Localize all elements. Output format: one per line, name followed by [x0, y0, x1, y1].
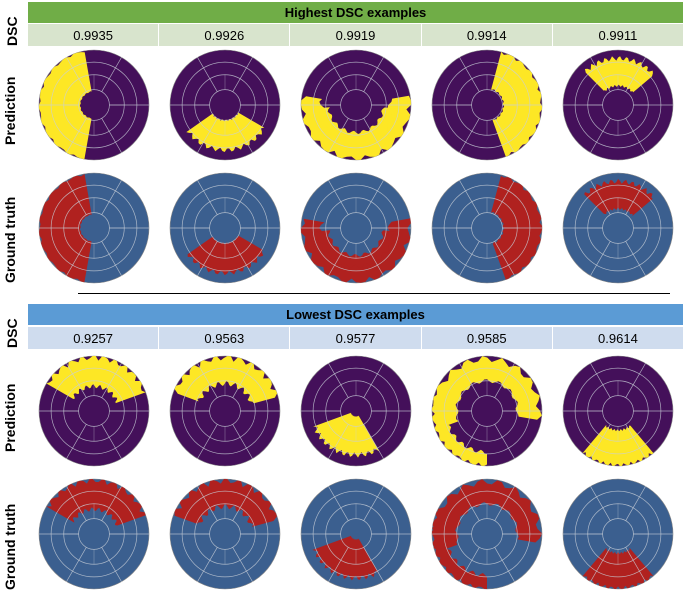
- ground-truth-polar-map: [300, 478, 412, 590]
- prediction-polar-map: [562, 49, 674, 161]
- prediction-polar-map: [169, 49, 281, 161]
- prediction-polar-map: [300, 49, 412, 161]
- dsc-value: 0.9577: [290, 327, 422, 349]
- ground-truth-polar-map: [169, 478, 281, 590]
- dsc-value: 0.9585: [422, 327, 553, 349]
- dsc-value: 0.9919: [290, 24, 422, 46]
- highest-dsc-header: Highest DSC examples: [28, 2, 683, 23]
- prediction-polar-map: [562, 355, 674, 467]
- prediction-polar-map: [38, 49, 150, 161]
- prediction-polar-map: [38, 355, 150, 467]
- prediction-polar-map: [300, 355, 412, 467]
- highest-dsc-title: Highest DSC examples: [284, 5, 427, 20]
- ground-truth-polar-map: [431, 478, 543, 590]
- dsc-value: 0.9914: [422, 24, 553, 46]
- prediction-polar-map: [431, 49, 543, 161]
- dsc-value: 0.9926: [159, 24, 291, 46]
- dsc-value: 0.9911: [598, 27, 638, 43]
- prediction-polar-map: [431, 355, 543, 467]
- ground-truth-polar-map: [431, 172, 543, 284]
- highest-dsc-values-row: 0.9935 0.9926 0.9919 0.9914 0.9911: [28, 24, 683, 46]
- ground-truth-polar-map: [300, 172, 412, 284]
- ground-truth-polar-map: [169, 172, 281, 284]
- lowest-dsc-header: Lowest DSC examples: [28, 304, 683, 325]
- dsc-value: 0.9614: [598, 330, 638, 346]
- section-divider: [78, 293, 670, 294]
- ground-truth-polar-map: [38, 172, 150, 284]
- dsc-value: 0.9257: [28, 327, 160, 349]
- dsc-value: 0.9935: [28, 24, 160, 46]
- ground-truth-polar-map: [38, 478, 150, 590]
- dsc-value: 0.9563: [159, 327, 291, 349]
- prediction-polar-map: [169, 355, 281, 467]
- ground-truth-polar-map: [562, 478, 674, 590]
- lowest-dsc-values-row: 0.9257 0.9563 0.9577 0.9585 0.9614: [28, 327, 683, 349]
- ground-truth-polar-map: [562, 172, 674, 284]
- lowest-dsc-title: Lowest DSC examples: [286, 307, 425, 322]
